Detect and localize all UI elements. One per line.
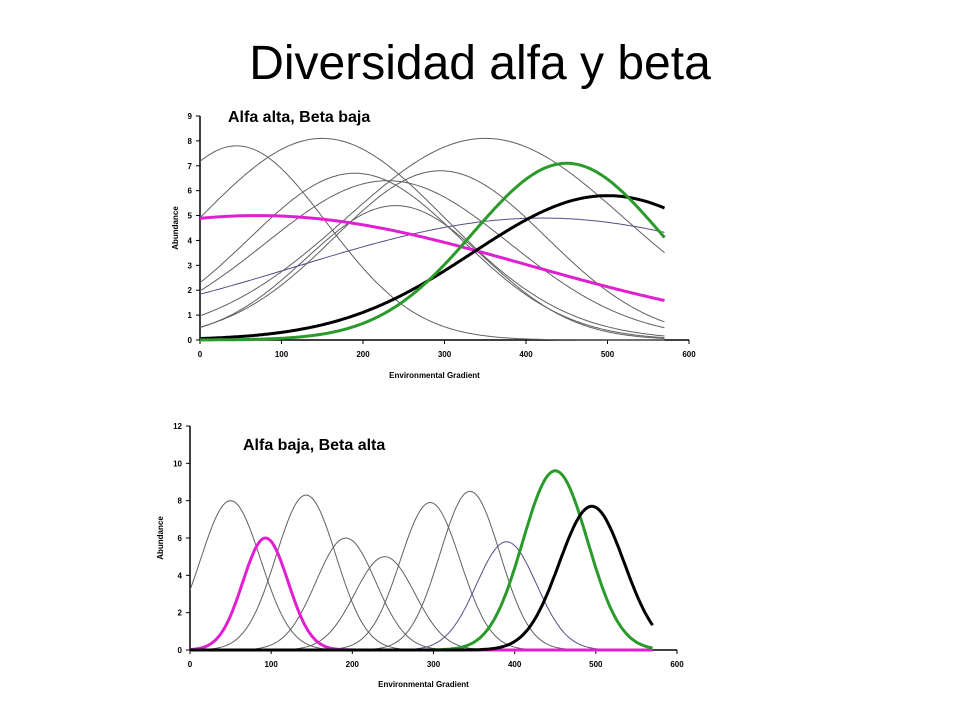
series-line-1 xyxy=(199,145,665,341)
series-line-2 xyxy=(190,494,653,651)
x-axis-label: Environmental Gradient xyxy=(378,680,469,689)
y-tick-label: 8 xyxy=(188,137,193,146)
y-tick-label: 8 xyxy=(178,497,183,506)
y-tick-label: 2 xyxy=(188,286,193,295)
y-tick-label: 6 xyxy=(188,187,193,196)
y-axis-label: Abundance xyxy=(171,206,180,250)
y-tick-label: 7 xyxy=(188,162,193,171)
y-tick-label: 1 xyxy=(188,311,193,320)
x-tick-label: 100 xyxy=(275,350,289,359)
y-tick-label: 2 xyxy=(178,609,183,618)
y-tick-label: 10 xyxy=(173,459,182,468)
series-line-6 xyxy=(190,490,653,651)
series-line-11 xyxy=(200,161,666,342)
y-tick-label: 0 xyxy=(178,646,183,655)
y-tick-label: 0 xyxy=(188,336,193,345)
series-line-8 xyxy=(199,217,665,295)
x-tick-label: 200 xyxy=(346,660,360,669)
x-tick-label: 100 xyxy=(264,660,278,669)
series-line-10 xyxy=(190,504,654,652)
x-tick-label: 400 xyxy=(508,660,522,669)
y-axis-label: Abundance xyxy=(156,516,165,560)
y-tick-label: 4 xyxy=(178,571,183,580)
series-line-7 xyxy=(190,541,653,651)
series-line-9 xyxy=(190,469,653,652)
x-tick-label: 0 xyxy=(198,350,203,359)
y-tick-label: 4 xyxy=(188,236,193,245)
x-tick-label: 400 xyxy=(519,350,533,359)
series-line-2 xyxy=(199,137,665,337)
series-line-9 xyxy=(199,214,665,302)
y-tick-label: 12 xyxy=(173,422,182,431)
x-tick-label: 300 xyxy=(427,660,441,669)
chart-annotation: Alfa baja, Beta alta xyxy=(243,437,385,454)
series-line-7 xyxy=(199,137,665,317)
chart-2: 0 100 200 300 400 500 600 0 2 4 6 8 10 12 Environmenta… xyxy=(156,422,684,689)
x-tick-label: 200 xyxy=(356,350,370,359)
series-line-6 xyxy=(199,170,665,328)
x-tick-label: 500 xyxy=(601,350,615,359)
x-tick-label: 600 xyxy=(682,350,696,359)
x-tick-label: 600 xyxy=(670,660,684,669)
chart-annotation: Alfa alta, Beta baja xyxy=(228,109,370,126)
y-tick-label: 3 xyxy=(188,261,193,270)
chart-1: 0 100 200 300 400 500 600 0 1 2 3 4 5 6 7 8 9 Environment… xyxy=(171,109,696,380)
x-tick-label: 0 xyxy=(188,660,193,669)
y-tick-label: 6 xyxy=(178,534,183,543)
x-tick-label: 500 xyxy=(589,660,603,669)
slide-title: Diversidad alfa y beta xyxy=(249,37,711,90)
series-line-3 xyxy=(199,172,665,339)
series-line-5 xyxy=(199,205,665,339)
series-line-4 xyxy=(199,180,665,329)
y-tick-label: 5 xyxy=(188,212,193,221)
x-axis-label: Environmental Gradient xyxy=(389,371,480,380)
y-tick-label: 9 xyxy=(188,112,193,121)
x-tick-label: 300 xyxy=(438,350,452,359)
